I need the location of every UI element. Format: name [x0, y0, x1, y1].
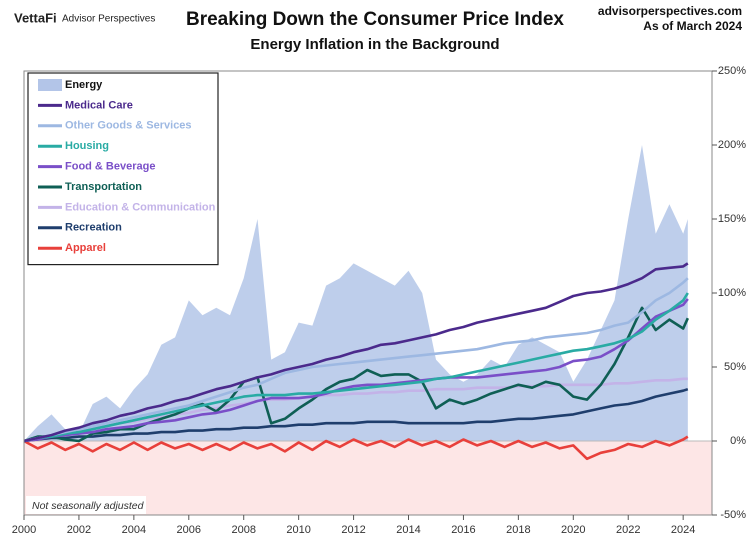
- series-line: [23, 262, 689, 443]
- x-tick-label: 2010: [286, 524, 310, 536]
- legend-label: Other Goods & Services: [65, 120, 192, 132]
- y-tick-label: -50%: [720, 509, 746, 521]
- legend-label: Food & Beverage: [65, 161, 155, 173]
- as-of: As of March 2024: [643, 19, 742, 33]
- note-box: [26, 496, 146, 514]
- x-tick-label: 2002: [67, 524, 91, 536]
- series-line: [23, 435, 689, 461]
- legend-label: Energy: [65, 79, 103, 91]
- y-tick-label: 0%: [730, 435, 746, 447]
- x-tick-label: 2022: [616, 524, 640, 536]
- y-tick-label: 100%: [718, 287, 746, 299]
- y-tick-label: 50%: [724, 361, 746, 373]
- chart-subtitle: Energy Inflation in the Background: [250, 36, 499, 53]
- legend-label: Housing: [65, 140, 109, 152]
- legend-label: Medical Care: [65, 99, 133, 111]
- note: Not seasonally adjusted: [32, 500, 145, 512]
- x-tick-label: 2006: [177, 524, 201, 536]
- legend-label: Recreation: [65, 222, 122, 234]
- series-line: [23, 292, 689, 443]
- chart-title: Breaking Down the Consumer Price Index: [186, 9, 564, 30]
- x-tick-label: 2020: [561, 524, 585, 536]
- series-line: [23, 377, 688, 443]
- legend-label: Education & Communication: [65, 201, 216, 213]
- x-tick-label: 2018: [506, 524, 530, 536]
- x-tick-label: 2004: [122, 524, 146, 536]
- y-tick-label: 150%: [718, 213, 746, 225]
- x-tick-label: 2024: [671, 524, 695, 536]
- legend-swatch: [38, 79, 62, 91]
- x-tick-label: 2014: [396, 524, 420, 536]
- brand: Advisor Perspectives: [62, 14, 155, 25]
- x-tick-label: 2012: [341, 524, 365, 536]
- series-line: [23, 306, 689, 443]
- energy-area: [24, 145, 688, 441]
- legend-label: Apparel: [65, 242, 106, 254]
- series-line: [23, 298, 689, 443]
- plot-area: [23, 70, 713, 516]
- y-tick-label: 250%: [718, 65, 746, 77]
- series-line: [23, 387, 689, 443]
- x-tick-label: 2016: [451, 524, 475, 536]
- x-tick-label: 2008: [231, 524, 255, 536]
- y-tick-label: 200%: [718, 139, 746, 151]
- site: advisorperspectives.com: [598, 4, 742, 18]
- series-line: [23, 277, 689, 443]
- logo: VettaFi: [14, 10, 57, 25]
- x-tick-label: 2000: [12, 524, 36, 536]
- legend-label: Transportation: [65, 181, 142, 193]
